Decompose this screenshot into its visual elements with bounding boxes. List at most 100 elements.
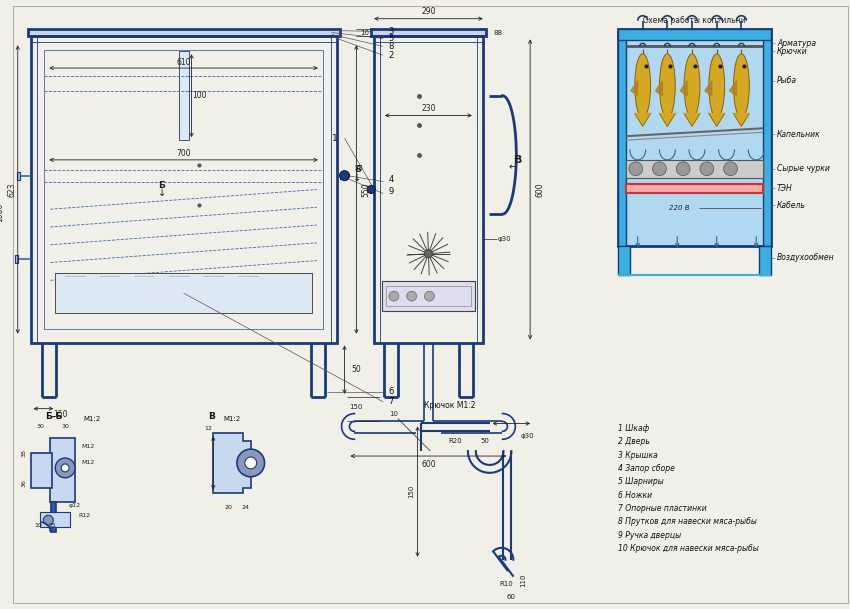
Bar	[17, 172, 20, 180]
Circle shape	[424, 291, 434, 301]
Circle shape	[340, 171, 349, 181]
Text: 88: 88	[493, 29, 502, 35]
Text: 9: 9	[388, 187, 394, 196]
Text: 9 Ручка дверцы: 9 Ручка дверцы	[618, 530, 681, 540]
Ellipse shape	[684, 54, 700, 118]
Bar	[50, 438, 75, 502]
Bar	[763, 29, 771, 246]
Ellipse shape	[709, 54, 724, 118]
Text: R20: R20	[448, 438, 462, 444]
Text: 20: 20	[224, 505, 232, 510]
Circle shape	[700, 162, 714, 175]
Bar	[759, 246, 771, 275]
Text: 610: 610	[176, 58, 191, 66]
Bar	[31, 37, 337, 342]
Polygon shape	[631, 81, 638, 96]
Text: 6 Ножки: 6 Ножки	[618, 490, 652, 499]
Text: 220 В: 220 В	[669, 205, 689, 211]
Text: 10: 10	[389, 410, 399, 417]
Circle shape	[61, 464, 69, 472]
Bar	[618, 246, 630, 275]
Text: R10: R10	[500, 582, 513, 588]
Text: Арматура: Арматура	[777, 39, 816, 48]
Bar	[626, 160, 763, 178]
Polygon shape	[684, 113, 700, 126]
Polygon shape	[709, 113, 724, 126]
Text: 550: 550	[362, 182, 371, 197]
Text: R12: R12	[79, 513, 91, 518]
Text: Капельник: Капельник	[777, 130, 821, 139]
Text: Кабель: Кабель	[777, 201, 806, 209]
Text: 100: 100	[192, 91, 207, 100]
Circle shape	[407, 291, 416, 301]
Polygon shape	[213, 434, 251, 493]
Circle shape	[629, 162, 643, 175]
Text: 150: 150	[53, 410, 67, 419]
Bar	[55, 273, 312, 313]
Bar	[51, 502, 56, 532]
Bar	[374, 37, 483, 342]
Text: φ12: φ12	[69, 503, 81, 508]
Circle shape	[677, 162, 690, 175]
Circle shape	[367, 186, 375, 194]
Ellipse shape	[734, 54, 750, 118]
Text: 30: 30	[37, 424, 44, 429]
Text: 1 Шкаф: 1 Шкаф	[618, 424, 649, 433]
Bar	[41, 512, 70, 527]
Bar	[340, 173, 348, 178]
Polygon shape	[655, 81, 662, 96]
Text: 50: 50	[352, 365, 361, 374]
Text: Б-Б: Б-Б	[45, 412, 63, 421]
Bar	[382, 281, 475, 311]
Text: 3 Крышка: 3 Крышка	[618, 451, 658, 460]
Bar	[386, 286, 471, 306]
Bar	[618, 29, 771, 40]
Bar	[178, 51, 189, 140]
Ellipse shape	[660, 54, 675, 118]
Circle shape	[424, 250, 433, 258]
Text: 7: 7	[388, 397, 394, 406]
Polygon shape	[729, 81, 736, 96]
Text: 600: 600	[536, 182, 545, 197]
Text: 8: 8	[388, 42, 394, 51]
Text: 3: 3	[388, 27, 394, 36]
Text: 6: 6	[388, 387, 394, 396]
Text: М12: М12	[82, 444, 94, 449]
Polygon shape	[734, 113, 750, 126]
Polygon shape	[680, 81, 687, 96]
Text: 150: 150	[409, 485, 415, 498]
Polygon shape	[660, 113, 675, 126]
Text: М1:2: М1:2	[83, 415, 100, 421]
Circle shape	[245, 457, 257, 469]
Polygon shape	[705, 81, 711, 96]
Text: 290: 290	[422, 7, 436, 16]
Text: 2: 2	[388, 51, 394, 60]
Text: Сырые чурки: Сырые чурки	[777, 164, 830, 173]
Text: Воздухообмен: Воздухообмен	[777, 253, 835, 262]
Text: ТЭН: ТЭН	[777, 184, 793, 193]
Text: В: В	[514, 155, 523, 165]
Text: ←: ←	[508, 163, 517, 173]
Text: ↓: ↓	[354, 172, 361, 183]
Text: 30: 30	[61, 424, 69, 429]
Text: 10: 10	[35, 523, 42, 527]
Text: М12: М12	[82, 460, 94, 465]
Text: Б: Б	[158, 181, 166, 190]
Bar	[14, 255, 18, 262]
Circle shape	[55, 458, 75, 478]
Text: Крючки: Крючки	[777, 47, 807, 56]
Bar	[626, 183, 763, 194]
Ellipse shape	[635, 54, 650, 118]
Text: 10: 10	[360, 29, 369, 35]
Text: 150: 150	[349, 404, 363, 410]
Text: 600: 600	[421, 460, 436, 470]
Text: φ30: φ30	[520, 433, 534, 439]
Text: 110: 110	[520, 574, 526, 587]
Text: 38: 38	[21, 449, 26, 457]
Text: 25: 25	[48, 523, 56, 527]
Bar	[31, 453, 53, 488]
Bar	[618, 29, 626, 246]
Text: 230: 230	[422, 104, 436, 113]
Text: 7 Опорные пластинки: 7 Опорные пластинки	[618, 504, 706, 513]
Circle shape	[653, 162, 666, 175]
